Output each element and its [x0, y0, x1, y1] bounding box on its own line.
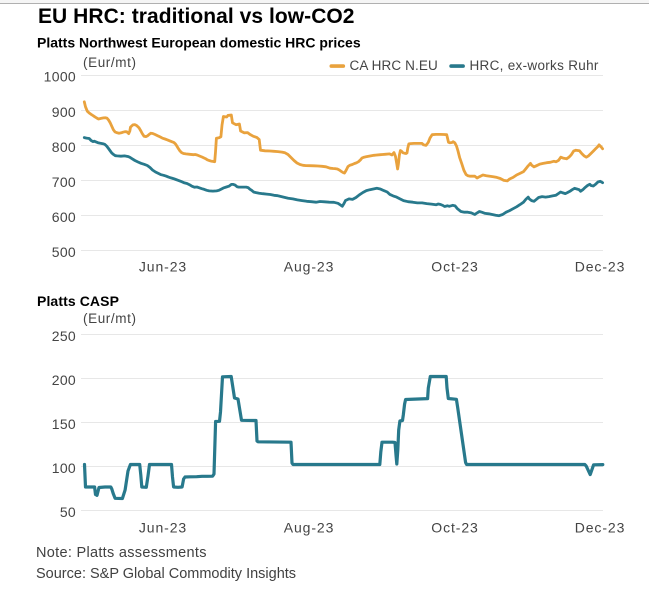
svg-text:Aug-23: Aug-23	[284, 258, 335, 274]
svg-text:Source: S&P Global Commodity I: Source: S&P Global Commodity Insights	[36, 566, 296, 582]
svg-text:(Eur/mt): (Eur/mt)	[83, 311, 137, 326]
svg-text:Dec-23: Dec-23	[575, 258, 626, 274]
svg-text:150: 150	[52, 416, 76, 432]
svg-text:CA HRC N.EU: CA HRC N.EU	[350, 58, 438, 73]
svg-text:200: 200	[52, 372, 76, 388]
svg-text:500: 500	[52, 244, 76, 260]
svg-text:Platts CASP: Platts CASP	[37, 293, 119, 309]
svg-text:Jun-23: Jun-23	[139, 258, 187, 274]
svg-text:700: 700	[52, 174, 76, 190]
svg-text:HRC, ex-works Ruhr: HRC, ex-works Ruhr	[470, 58, 599, 73]
svg-text:Oct-23: Oct-23	[431, 258, 478, 274]
svg-text:600: 600	[52, 209, 76, 225]
svg-text:Dec-23: Dec-23	[575, 519, 626, 535]
svg-text:Aug-23: Aug-23	[284, 519, 335, 535]
svg-text:Note: Platts assessments: Note: Platts assessments	[36, 545, 207, 561]
svg-text:(Eur/mt): (Eur/mt)	[83, 55, 137, 70]
svg-text:Jun-23: Jun-23	[139, 519, 187, 535]
svg-text:900: 900	[52, 104, 76, 120]
svg-text:Platts Northwest European dome: Platts Northwest European domestic HRC p…	[37, 35, 361, 51]
svg-text:EU HRC: traditional vs low-CO2: EU HRC: traditional vs low-CO2	[38, 5, 355, 28]
svg-text:800: 800	[52, 139, 76, 155]
svg-text:Oct-23: Oct-23	[431, 519, 478, 535]
svg-text:100: 100	[52, 460, 76, 476]
svg-text:1000: 1000	[44, 69, 76, 85]
svg-text:250: 250	[52, 328, 76, 344]
svg-text:50: 50	[60, 504, 76, 520]
